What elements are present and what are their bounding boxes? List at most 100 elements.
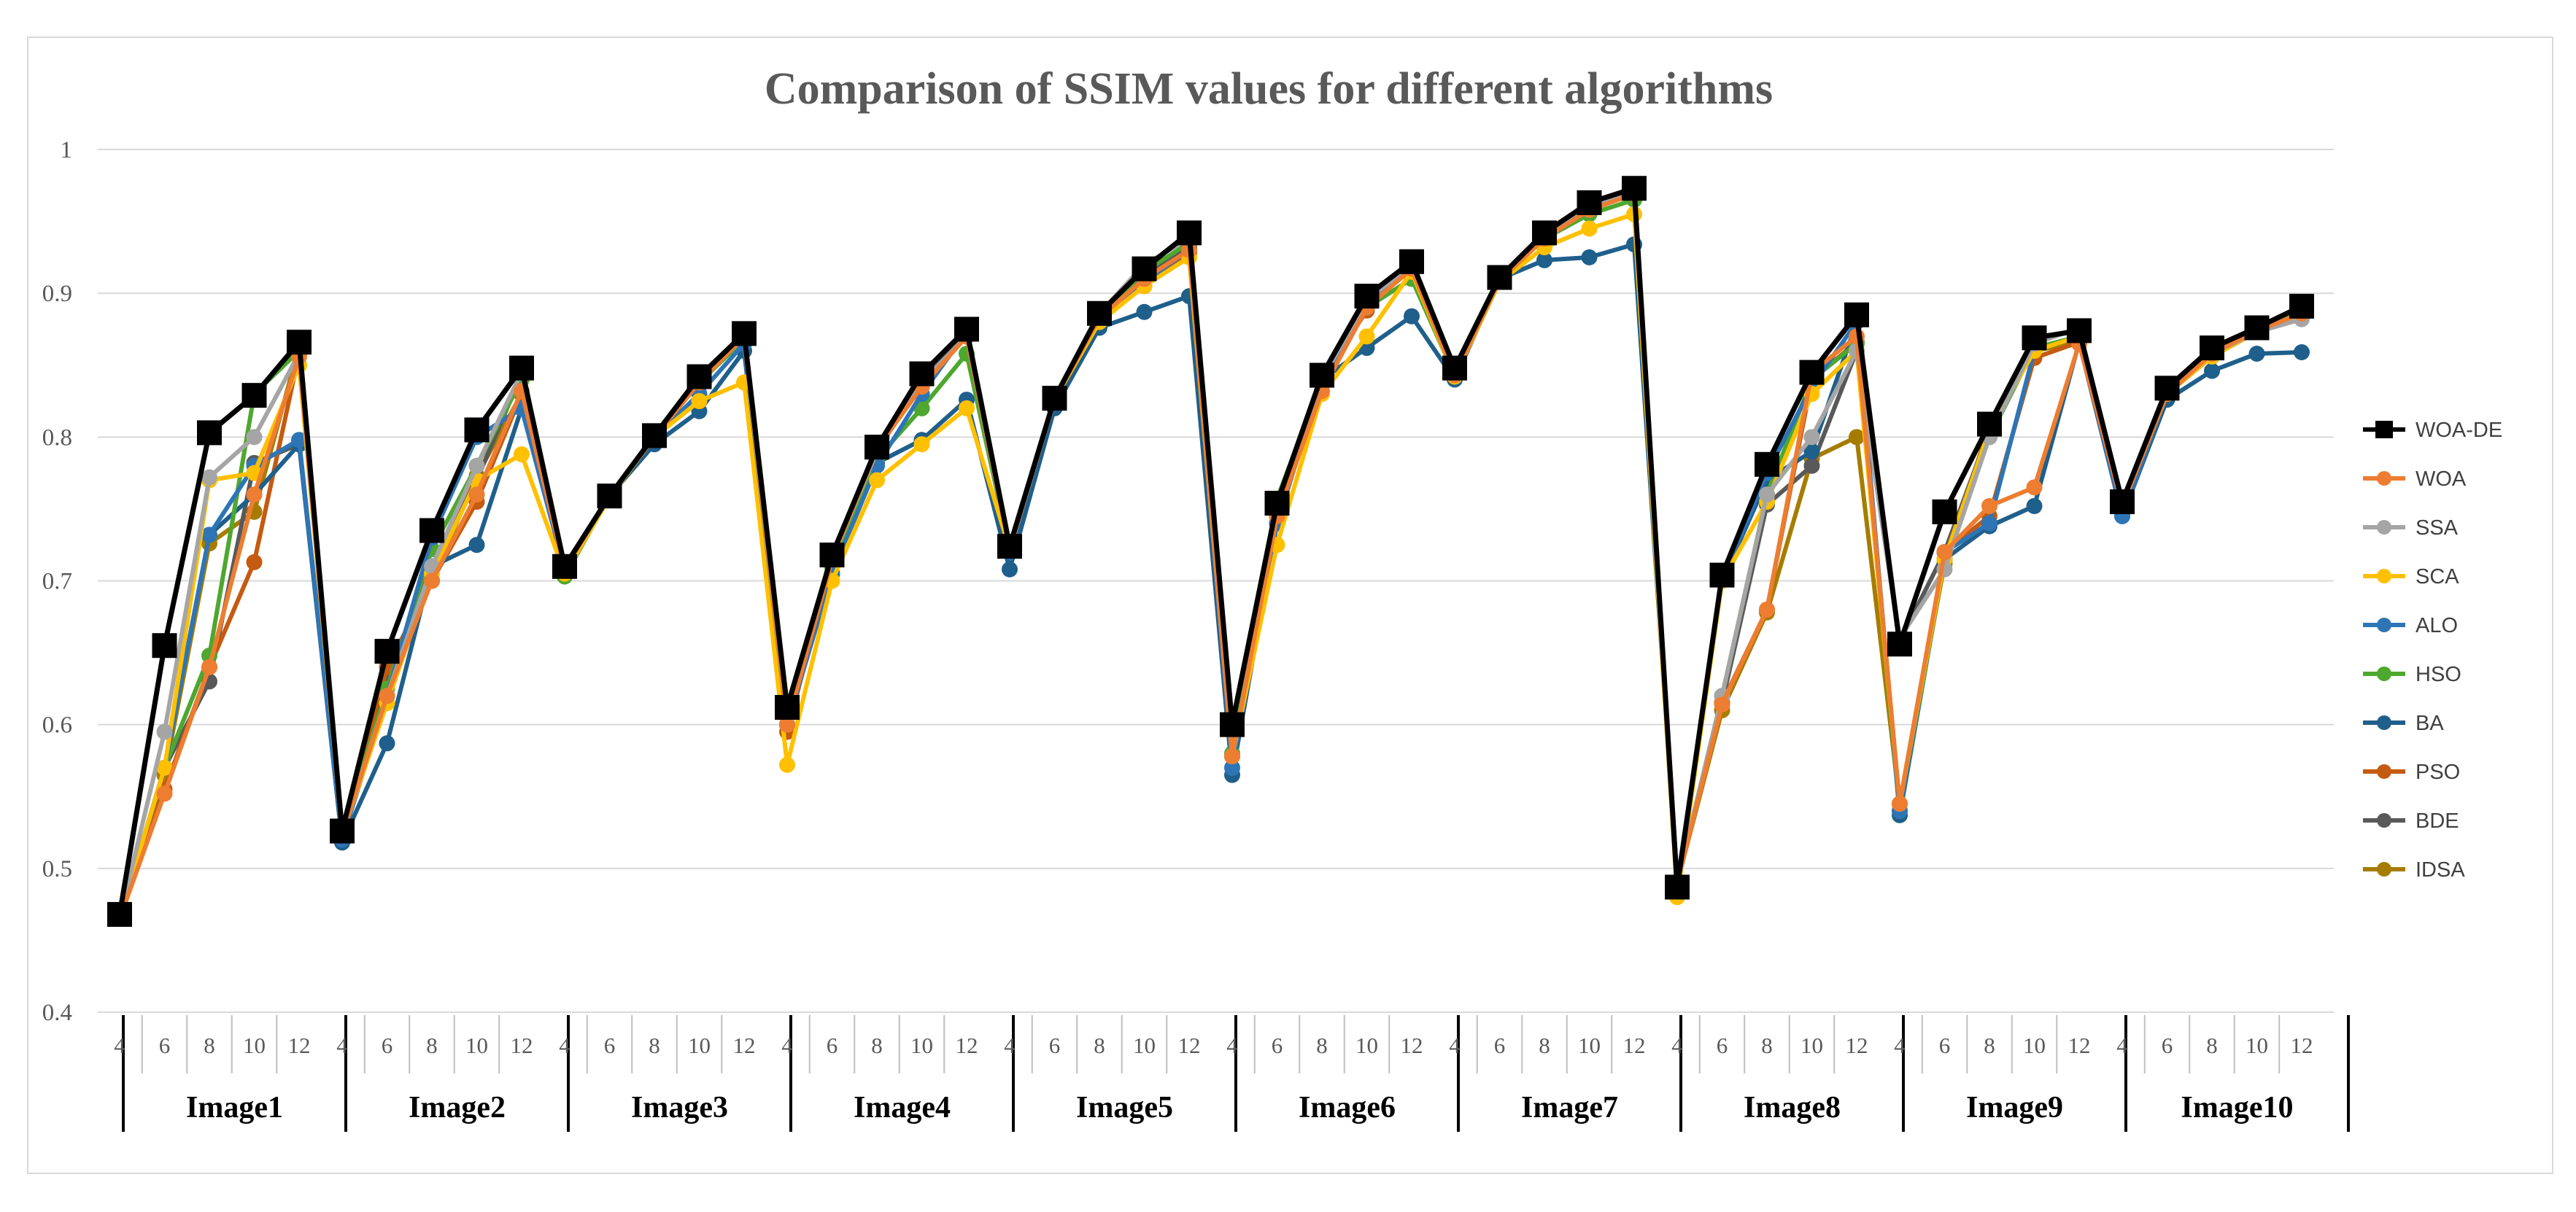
- y-tick-label: 0.5: [42, 856, 72, 882]
- x-tick-label: 12: [733, 1033, 756, 1058]
- x-tick-label: 12: [956, 1033, 978, 1058]
- legend-marker: [2377, 520, 2391, 535]
- x-tick-label: 10: [910, 1033, 933, 1058]
- data-point-square: [2067, 318, 2092, 343]
- x-tick-label: 12: [1846, 1033, 1868, 1058]
- legend-marker: [2375, 421, 2393, 438]
- data-point-square: [2110, 489, 2135, 515]
- data-point: [2204, 362, 2220, 379]
- legend-label: SCA: [2416, 565, 2459, 588]
- group-label: Image5: [1076, 1091, 1173, 1124]
- data-point: [291, 432, 307, 448]
- y-tick-label: 0.4: [42, 1000, 72, 1026]
- data-point-square: [865, 435, 889, 460]
- data-point-square: [775, 695, 800, 720]
- legend-marker: [2377, 618, 2391, 632]
- data-point: [1224, 748, 1240, 765]
- x-tick-label: 8: [1984, 1033, 1995, 1058]
- data-point-square: [997, 534, 1022, 559]
- data-point-square: [241, 383, 267, 408]
- data-point: [1759, 601, 1775, 618]
- y-tick-label: 1: [61, 137, 73, 163]
- legend-label: SSA: [2416, 516, 2459, 540]
- legend-marker: [2377, 813, 2391, 828]
- x-tick-label: 4: [2116, 1033, 2128, 1058]
- data-point: [959, 400, 975, 416]
- group-label: Image10: [2181, 1091, 2294, 1124]
- legend: WOA-DE WOA SSA SCA ALO HSO BA PSO BDE IDSA: [2363, 419, 2502, 882]
- x-tick-label: 6: [1494, 1033, 1506, 1058]
- data-point-square: [1042, 386, 1067, 411]
- data-point: [1002, 561, 1018, 578]
- data-point-square: [1844, 302, 1869, 327]
- x-tick-label: 6: [2162, 1033, 2173, 1058]
- data-point: [779, 756, 795, 773]
- legend-marker: [2377, 862, 2391, 877]
- legend-label: PSO: [2416, 761, 2460, 784]
- x-tick-label: 8: [1539, 1033, 1550, 1058]
- group-label: Image2: [409, 1091, 506, 1124]
- legend-marker: [2377, 569, 2391, 583]
- data-point: [1404, 308, 1420, 325]
- x-tick-label: 10: [1801, 1033, 1823, 1058]
- legend-item: BA: [2363, 712, 2444, 735]
- data-point-square: [1755, 451, 1779, 477]
- x-tick-label: 4: [781, 1033, 793, 1058]
- data-point: [1224, 759, 1240, 776]
- data-point: [156, 723, 173, 740]
- x-tick-label: 4: [1671, 1033, 1683, 1058]
- legend-item: PSO: [2363, 761, 2460, 784]
- x-tick-label: 4: [1226, 1033, 1238, 1058]
- x-tick-label: 8: [871, 1033, 883, 1058]
- legend-label: ALO: [2416, 614, 2458, 637]
- data-point: [1981, 497, 1997, 514]
- data-point-square: [1442, 355, 1467, 381]
- x-tick-label: 6: [1272, 1033, 1283, 1058]
- legend-item: WOA: [2363, 467, 2467, 491]
- data-point-square: [642, 423, 667, 448]
- data-point: [869, 472, 885, 489]
- data-point: [1714, 696, 1730, 713]
- legend-label: HSO: [2416, 663, 2461, 686]
- data-point: [1581, 220, 1598, 237]
- legend-item: SSA: [2363, 516, 2459, 540]
- data-point: [2294, 344, 2310, 361]
- x-tick-label: 6: [1049, 1033, 1061, 1058]
- data-point-square: [374, 639, 400, 664]
- chart-frame: Comparison of SSIM values for different …: [27, 36, 2553, 1174]
- legend-item: BDE: [2363, 809, 2459, 833]
- x-tick-label: 10: [2023, 1033, 2046, 1058]
- legend-label: WOA: [2416, 467, 2467, 491]
- data-point-square: [509, 355, 534, 381]
- legend-item: HSO: [2363, 663, 2461, 686]
- data-point: [1892, 796, 1908, 812]
- x-tick-label: 6: [1939, 1033, 1951, 1058]
- x-tick-label: 4: [336, 1033, 348, 1058]
- x-tick-label: 10: [1133, 1033, 1156, 1058]
- data-point: [1358, 328, 1375, 345]
- x-tick-label: 12: [288, 1033, 311, 1058]
- legend-item: WOA-DE: [2363, 419, 2502, 442]
- data-point-square: [419, 518, 444, 543]
- data-point-square: [552, 553, 577, 579]
- legend-item: SCA: [2363, 565, 2459, 588]
- data-point-square: [1665, 874, 1690, 900]
- series-lines: [107, 176, 2314, 927]
- data-point: [201, 527, 217, 543]
- data-point-square: [1532, 220, 1557, 246]
- group-label: Image9: [1966, 1091, 2063, 1124]
- data-point: [156, 785, 173, 802]
- data-point-square: [1399, 249, 1424, 274]
- x-tick-label: 10: [1578, 1033, 1601, 1058]
- data-point: [379, 688, 395, 704]
- x-tick-label: 8: [1761, 1033, 1773, 1058]
- data-point: [1136, 303, 1153, 320]
- x-tick-label: 10: [2246, 1033, 2268, 1058]
- data-point: [1581, 249, 1598, 265]
- data-point-square: [1709, 562, 1735, 588]
- x-tick-label: 10: [243, 1033, 266, 1058]
- legend-label: BA: [2416, 712, 2444, 735]
- x-tick-label: 8: [649, 1033, 660, 1058]
- data-point: [379, 735, 395, 752]
- group-label: Image6: [1299, 1091, 1396, 1124]
